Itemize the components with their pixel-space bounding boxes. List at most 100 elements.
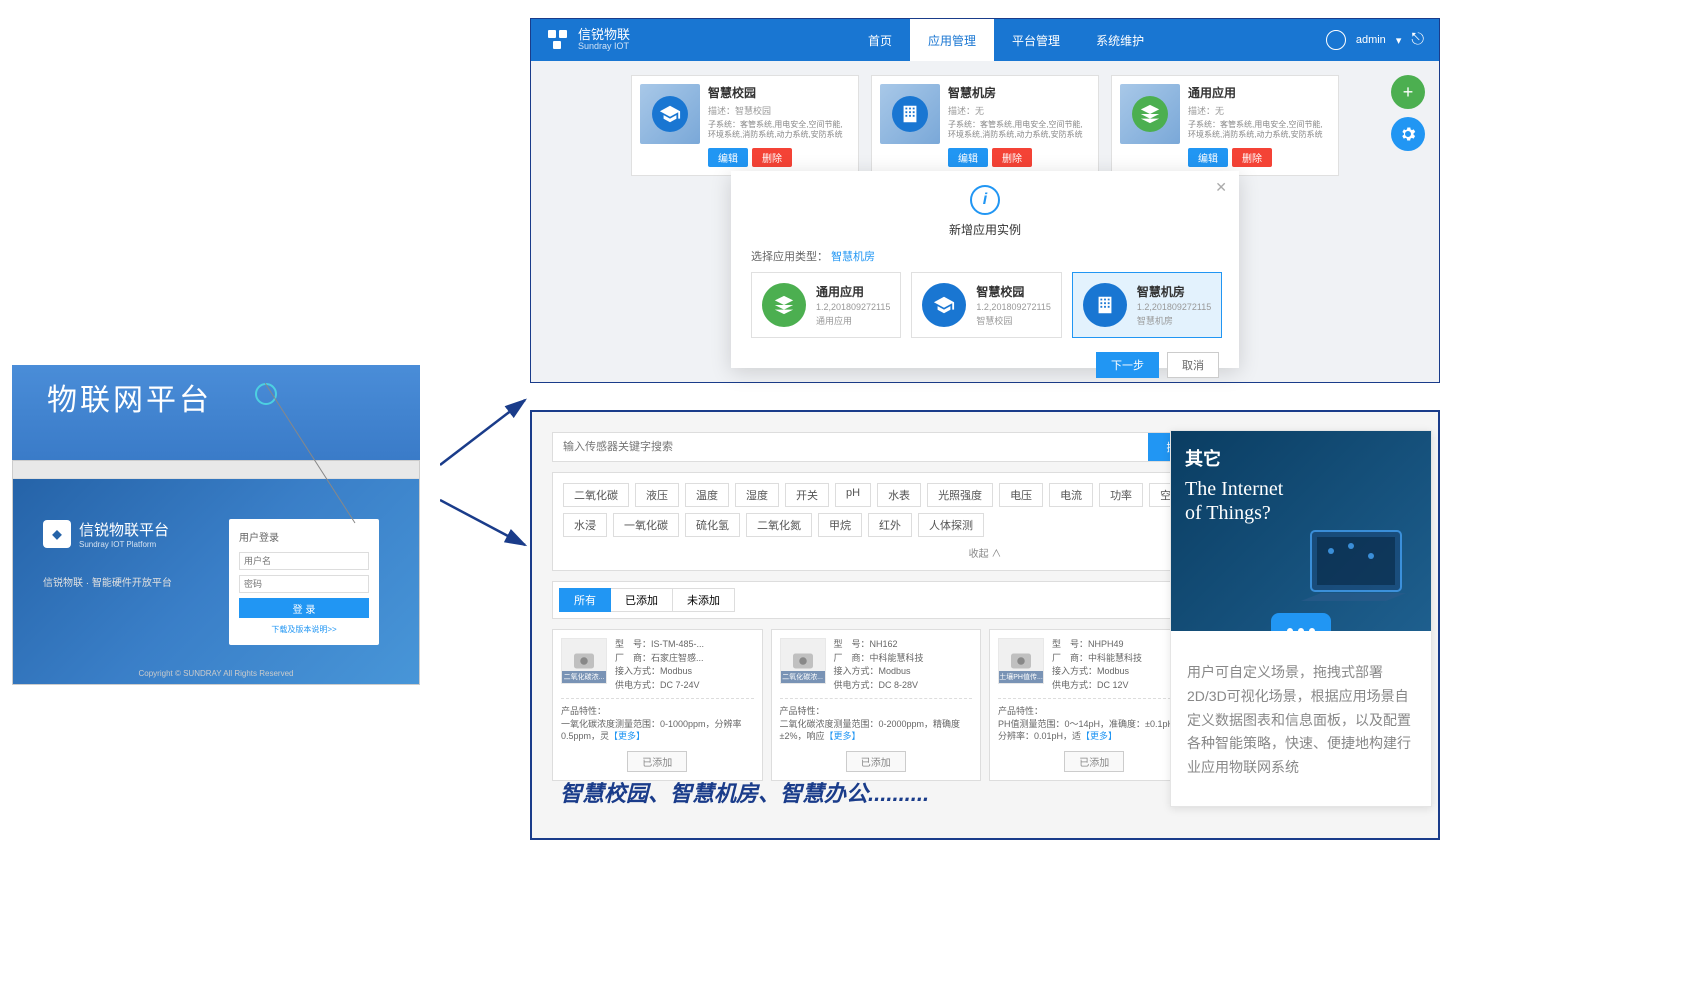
modal-type-row: 选择应用类型： 智慧机房 xyxy=(751,248,1219,264)
app-card-thumbnail xyxy=(640,84,700,144)
nav-home[interactable]: 首页 xyxy=(850,19,910,61)
type-link[interactable]: 智慧机房 xyxy=(831,251,875,263)
app-type-option[interactable]: 通用应用 1.2,201809272115 通用应用 xyxy=(751,272,901,338)
nav-system-maintain[interactable]: 系统维护 xyxy=(1078,19,1162,61)
filter-tab[interactable]: 所有 xyxy=(559,588,611,612)
brand-cn: 信锐物联 xyxy=(578,28,630,42)
other-card: 其它 The Internetof Things? 用户可自定义场景，拖拽式部署… xyxy=(1170,430,1432,807)
sensor-power: 供电方式：DC 8-28V xyxy=(834,679,973,693)
sensor-tag[interactable]: pH xyxy=(835,483,871,507)
sensor-image: 土壤PH值传... xyxy=(998,638,1044,684)
sensor-tag[interactable]: 光照强度 xyxy=(927,483,993,507)
sensor-image-label: 二氧化碳浓... xyxy=(781,671,825,683)
app-card-thumbnail xyxy=(1120,84,1180,144)
delete-button[interactable]: 删除 xyxy=(1232,148,1272,167)
nav-platform-manage[interactable]: 平台管理 xyxy=(994,19,1078,61)
settings-button[interactable] xyxy=(1391,117,1425,151)
app-card: 智慧机房 描述：无 子系统：客管系统,用电安全,空间节能,环境系统,消防系统,动… xyxy=(871,75,1099,176)
option-tag: 通用应用 xyxy=(816,314,890,327)
modal-title: 新增应用实例 xyxy=(751,221,1219,238)
more-link[interactable]: 【更多】 xyxy=(1081,731,1117,741)
app-card-desc: 描述：无 xyxy=(1188,104,1330,117)
sensor-tag[interactable]: 水表 xyxy=(877,483,921,507)
sensor-image-label: 二氧化碳浓... xyxy=(562,671,606,683)
more-link[interactable]: 【更多】 xyxy=(609,731,645,741)
sensor-tag[interactable]: 电压 xyxy=(999,483,1043,507)
user-avatar-icon[interactable] xyxy=(1326,30,1346,50)
bottom-caption: 智慧校园、智慧机房、智慧办公.......... xyxy=(560,776,929,808)
iot-admin-panel: 信锐物联 Sundray IOT 首页 应用管理 平台管理 系统维护 admin… xyxy=(530,18,1440,383)
filter-tab[interactable]: 已添加 xyxy=(611,588,673,612)
option-icon xyxy=(762,283,806,327)
sensor-tag[interactable]: 湿度 xyxy=(735,483,779,507)
sensor-card: 土壤PH值传... 型 号：NHPH49 厂 商：中科能慧科技 接入方式：Mod… xyxy=(989,629,1200,781)
app-card-desc: 描述：无 xyxy=(948,104,1090,117)
app-type-option[interactable]: 智慧校园 1.2,201809272115 智慧校园 xyxy=(911,272,1061,338)
logout-icon[interactable]: ⎋ xyxy=(1411,31,1424,49)
nav-app-manage[interactable]: 应用管理 xyxy=(910,19,994,61)
info-icon: i xyxy=(970,185,1000,215)
sensor-tag[interactable]: 二氧化氮 xyxy=(746,513,812,537)
sensor-tag[interactable]: 电流 xyxy=(1049,483,1093,507)
dropdown-icon[interactable]: ▾ xyxy=(1396,34,1402,47)
more-bubble[interactable] xyxy=(1271,613,1331,631)
sensor-tag[interactable]: 一氧化碳 xyxy=(613,513,679,537)
delete-button[interactable]: 删除 xyxy=(752,148,792,167)
search-input[interactable] xyxy=(553,433,1148,461)
new-app-modal: ✕ i 新增应用实例 选择应用类型： 智慧机房 通用应用 1.2,2018092… xyxy=(731,171,1239,368)
sensor-tag[interactable]: 液压 xyxy=(635,483,679,507)
filter-tabs: 所有已添加未添加 xyxy=(559,588,735,612)
sensor-tag[interactable]: 红外 xyxy=(868,513,912,537)
modal-options: 通用应用 1.2,201809272115 通用应用 智慧校园 1.2,2018… xyxy=(751,272,1219,338)
platform-title: 物联网平台 xyxy=(47,375,212,419)
user-name[interactable]: admin xyxy=(1356,34,1386,46)
sensor-tag[interactable]: 二氧化碳 xyxy=(563,483,629,507)
edit-button[interactable]: 编辑 xyxy=(708,148,748,167)
option-version: 1.2,201809272115 xyxy=(1137,302,1211,312)
edit-button[interactable]: 编辑 xyxy=(1188,148,1228,167)
sensor-tag[interactable]: 甲烷 xyxy=(818,513,862,537)
sensor-connection: 接入方式：Modbus xyxy=(615,665,754,679)
option-icon xyxy=(1083,283,1127,327)
added-button[interactable]: 已添加 xyxy=(1064,751,1124,772)
option-icon xyxy=(922,283,966,327)
add-button[interactable]: + xyxy=(1391,75,1425,109)
logo-sub: Sundray IOT Platform xyxy=(79,540,169,549)
feature-title: 产品特性： xyxy=(998,705,1191,718)
card-tag: 其它 xyxy=(1185,445,1417,471)
app-type-icon xyxy=(892,96,928,132)
login-footer: Copyright © SUNDRAY All Rights Reserved xyxy=(13,669,419,678)
nav-tabs: 首页 应用管理 平台管理 系统维护 xyxy=(850,19,1162,61)
login-subtitle: 信锐物联 · 智能硬件开放平台 xyxy=(43,574,172,589)
app-card: 智慧校园 描述：智慧校园 子系统：客管系统,用电安全,空间节能,环境系统,消防系… xyxy=(631,75,859,176)
edit-button[interactable]: 编辑 xyxy=(948,148,988,167)
filter-tab[interactable]: 未添加 xyxy=(673,588,735,612)
added-button[interactable]: 已添加 xyxy=(846,751,906,772)
added-button[interactable]: 已添加 xyxy=(627,751,687,772)
sensor-tag[interactable]: 水浸 xyxy=(563,513,607,537)
sensor-feature: 产品特性： PH值测量范围：0～14pH，准确度：±0.1pH，分辨率：0.01… xyxy=(998,705,1191,743)
sensor-tag[interactable]: 人体探测 xyxy=(918,513,984,537)
app-card: 通用应用 描述：无 子系统：客管系统,用电安全,空间节能,环境系统,消防系统,动… xyxy=(1111,75,1339,176)
app-card-title: 智慧校园 xyxy=(708,84,850,101)
arrow-down xyxy=(440,495,535,555)
sensor-tag[interactable]: 功率 xyxy=(1099,483,1143,507)
arrow-up xyxy=(440,395,535,475)
gear-icon xyxy=(1399,125,1417,143)
feature-text: 一氧化碳浓度测量范围：0-1000ppm，分辨率0.5ppm，灵 xyxy=(561,719,742,742)
app-card-desc: 描述：智慧校园 xyxy=(708,104,850,117)
option-title: 智慧校园 xyxy=(976,283,1050,300)
sensor-tag[interactable]: 硫化氢 xyxy=(685,513,740,537)
sensor-tag[interactable]: 温度 xyxy=(685,483,729,507)
app-type-icon xyxy=(652,96,688,132)
close-icon[interactable]: ✕ xyxy=(1215,179,1227,196)
user-area: admin ▾ ⎋ xyxy=(1326,30,1424,50)
delete-button[interactable]: 删除 xyxy=(992,148,1032,167)
app-type-option[interactable]: 智慧机房 1.2,201809272115 智慧机房 xyxy=(1072,272,1222,338)
cancel-button[interactable]: 取消 xyxy=(1167,352,1219,378)
more-link[interactable]: 【更多】 xyxy=(824,731,860,741)
option-tag: 智慧机房 xyxy=(1137,314,1211,327)
sensor-tag[interactable]: 开关 xyxy=(785,483,829,507)
next-button[interactable]: 下一步 xyxy=(1096,352,1159,378)
logo-text: 信锐物联平台 xyxy=(79,519,169,540)
